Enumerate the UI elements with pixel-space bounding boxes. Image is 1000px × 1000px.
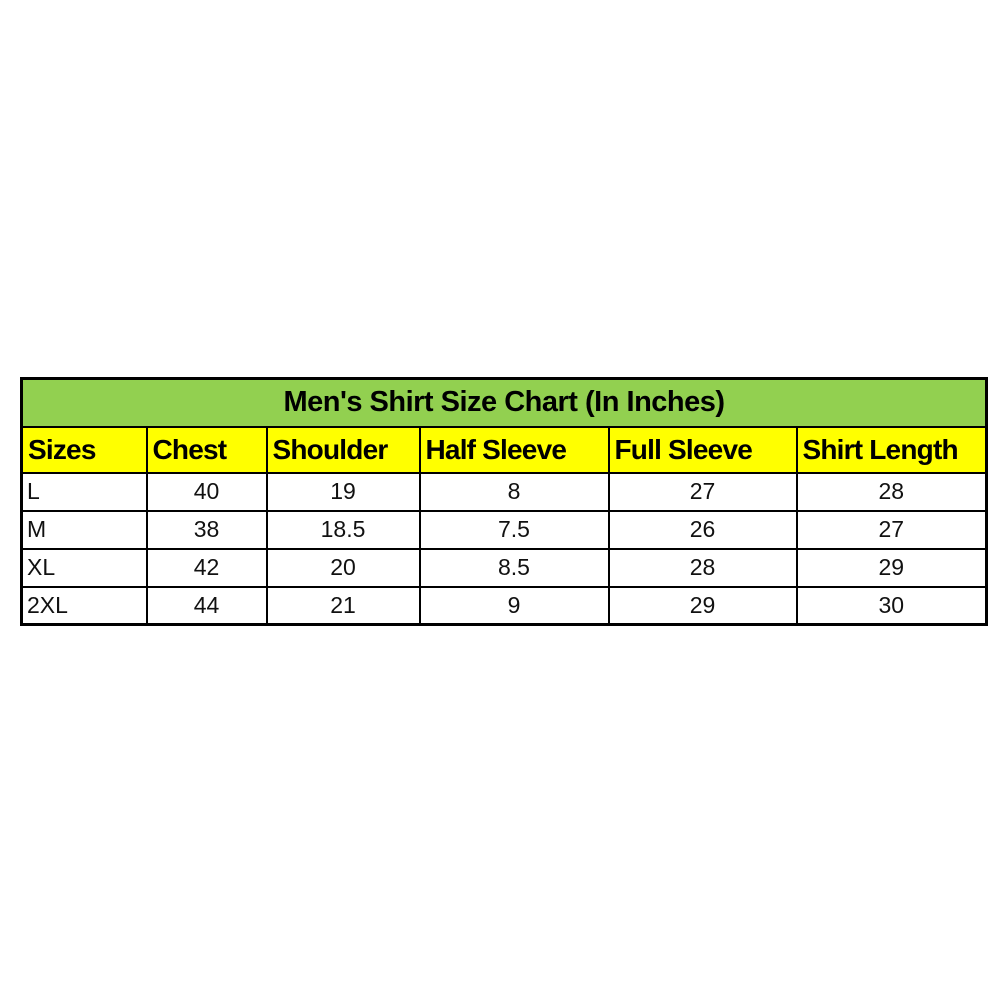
column-header-shirt-length: Shirt Length bbox=[795, 425, 988, 474]
full-sleeve-value: 29 bbox=[607, 585, 798, 626]
full-sleeve-value: 27 bbox=[607, 471, 798, 512]
shoulder-value: 19 bbox=[265, 471, 421, 512]
table-row-2xl: 2XL 44 21 9 29 30 bbox=[20, 585, 988, 626]
half-sleeve-value: 7.5 bbox=[418, 509, 610, 550]
full-sleeve-value: 28 bbox=[607, 547, 798, 588]
table-title: Men's Shirt Size Chart (In Inches) bbox=[20, 377, 988, 428]
shoulder-value: 21 bbox=[265, 585, 421, 626]
shirt-length-value: 28 bbox=[795, 471, 988, 512]
full-sleeve-value: 26 bbox=[607, 509, 798, 550]
table-title-row: Men's Shirt Size Chart (In Inches) bbox=[20, 377, 988, 428]
chest-value: 42 bbox=[145, 547, 268, 588]
shirt-length-value: 29 bbox=[795, 547, 988, 588]
column-header-half-sleeve: Half Sleeve bbox=[418, 425, 610, 474]
chest-value: 44 bbox=[145, 585, 268, 626]
column-header-chest: Chest bbox=[145, 425, 268, 474]
column-header-shoulder: Shoulder bbox=[265, 425, 421, 474]
table-row-xl: XL 42 20 8.5 28 29 bbox=[20, 547, 988, 588]
shoulder-value: 20 bbox=[265, 547, 421, 588]
table-header-row: Sizes Chest Shoulder Half Sleeve Full Sl… bbox=[20, 425, 988, 474]
chest-value: 40 bbox=[145, 471, 268, 512]
half-sleeve-value: 8 bbox=[418, 471, 610, 512]
half-sleeve-value: 9 bbox=[418, 585, 610, 626]
table-row-m: M 38 18.5 7.5 26 27 bbox=[20, 509, 988, 550]
shirt-length-value: 30 bbox=[795, 585, 988, 626]
size-chart-table: Men's Shirt Size Chart (In Inches) Sizes… bbox=[20, 377, 988, 626]
size-label: L bbox=[20, 471, 148, 512]
column-header-sizes: Sizes bbox=[20, 425, 148, 474]
half-sleeve-value: 8.5 bbox=[418, 547, 610, 588]
shoulder-value: 18.5 bbox=[265, 509, 421, 550]
column-header-full-sleeve: Full Sleeve bbox=[607, 425, 798, 474]
size-chart-container: Men's Shirt Size Chart (In Inches) Sizes… bbox=[20, 377, 988, 626]
size-label: XL bbox=[20, 547, 148, 588]
table-row-l: L 40 19 8 27 28 bbox=[20, 471, 988, 512]
size-label: M bbox=[20, 509, 148, 550]
size-label: 2XL bbox=[20, 585, 148, 626]
chest-value: 38 bbox=[145, 509, 268, 550]
shirt-length-value: 27 bbox=[795, 509, 988, 550]
